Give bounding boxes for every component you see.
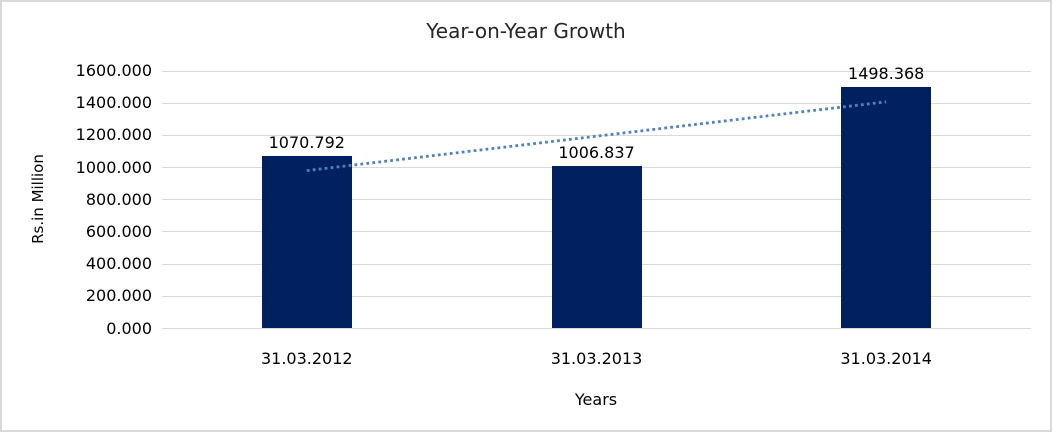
y-tick-label: 1400.000	[75, 93, 152, 113]
x-axis-title: Years	[574, 390, 618, 409]
data-label: 1070.792	[268, 132, 345, 152]
y-tick-label: 200.000	[85, 286, 152, 306]
bar	[261, 155, 352, 328]
data-label: 1006.837	[558, 143, 635, 162]
y-tick-label: 0.000	[106, 318, 152, 338]
y-tick-label: 600.000	[85, 221, 152, 241]
bar	[551, 166, 642, 328]
gridline	[162, 328, 1031, 329]
x-tick-label: 31.03.2013	[550, 349, 643, 368]
y-tick-label: 1000.000	[75, 157, 152, 177]
y-tick-label: 1600.000	[75, 61, 152, 80]
y-tick-label: 800.000	[85, 189, 152, 209]
y-tick-label: 1200.000	[75, 125, 152, 145]
chart-title: Year-on-Year Growth	[426, 19, 626, 43]
gridline	[162, 70, 1031, 72]
bar	[841, 86, 932, 328]
x-tick-label: 31.03.2012	[260, 349, 353, 368]
y-tick-label: 400.000	[85, 254, 152, 274]
data-label: 1498.368	[848, 63, 925, 83]
x-tick-label: 31.03.2014	[840, 349, 932, 368]
